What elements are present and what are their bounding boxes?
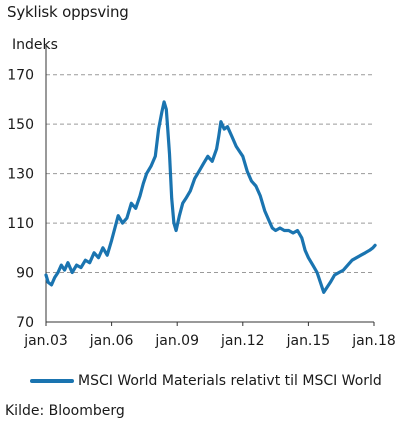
y-tick-label: 90 xyxy=(16,266,34,282)
y-tick-label: 70 xyxy=(16,315,34,331)
source-note: Kilde: Bloomberg xyxy=(5,403,125,419)
y-tick-label: 150 xyxy=(7,117,34,133)
x-tick-label: jan.12 xyxy=(220,333,265,349)
x-tick-label: jan.09 xyxy=(154,333,199,349)
legend-label: MSCI World Materials relativt til MSCI W… xyxy=(78,373,382,389)
series-line xyxy=(44,100,377,294)
y-tick-label: 170 xyxy=(7,68,34,84)
y-tick-label: 130 xyxy=(7,167,34,183)
x-tick-label: jan.06 xyxy=(89,333,134,349)
x-tick-label: jan.18 xyxy=(351,333,396,349)
y-tick-label: 110 xyxy=(7,216,34,232)
legend-swatch xyxy=(30,379,74,383)
x-tick-label: jan.03 xyxy=(23,333,68,349)
x-tick-label: jan.15 xyxy=(286,333,331,349)
legend: MSCI World Materials relativt til MSCI W… xyxy=(30,373,382,389)
chart-title: Syklisk oppsving xyxy=(7,3,129,21)
